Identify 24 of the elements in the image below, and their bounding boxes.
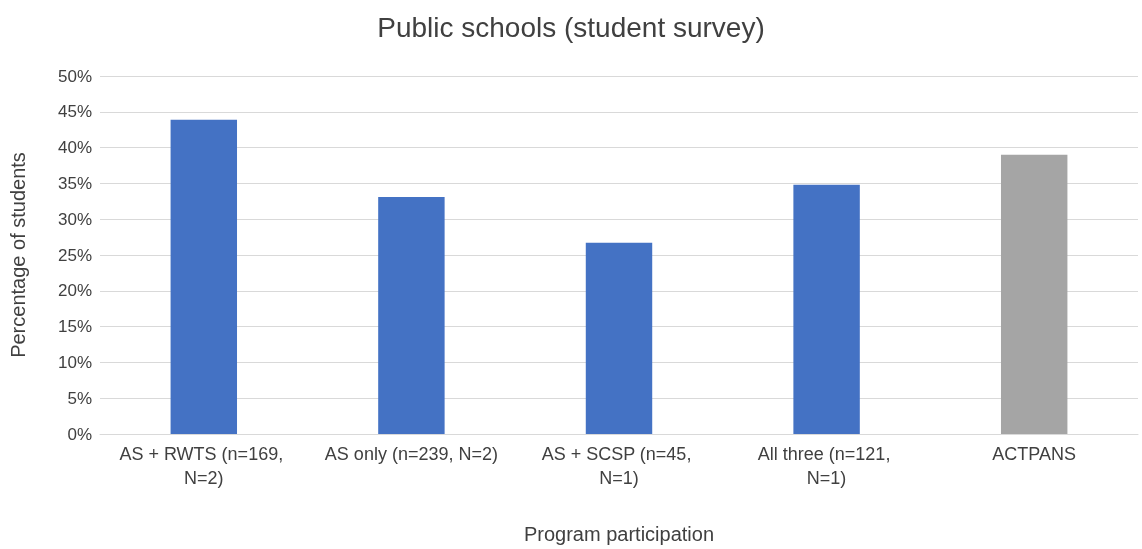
y-tick-label: 35% — [57, 173, 92, 193]
x-tick-label: AS + SCSP (n=45, N=1) — [541, 444, 697, 488]
y-tick-label: 20% — [57, 281, 92, 301]
x-tick-label: All three (n=121, N=1) — [757, 444, 896, 488]
y-tick-label: 30% — [57, 209, 92, 229]
bar — [1000, 154, 1068, 434]
y-tick-label: 45% — [57, 102, 92, 122]
x-axis-title: Program participation — [523, 523, 715, 545]
x-tick-label: AS + RWTS (n=169, N=2) — [119, 444, 289, 488]
bar — [378, 197, 445, 434]
bar — [585, 242, 653, 434]
y-tick-label: 25% — [57, 245, 92, 265]
bar — [793, 184, 860, 434]
y-tick-label: 50% — [57, 66, 92, 86]
y-tick-label: 0% — [67, 424, 92, 444]
chart-title: Public schools (student survey) — [377, 11, 765, 43]
y-tick-label: 5% — [67, 388, 92, 408]
x-tick-label: AS only (n=239, N=2) — [324, 444, 498, 464]
y-tick-label: 15% — [57, 317, 92, 337]
y-axis-title: Percentage of students — [7, 152, 29, 358]
x-tick-label: ACTPANS — [992, 444, 1077, 464]
y-tick-label: 40% — [57, 138, 92, 158]
bar — [170, 119, 238, 434]
y-tick-label: 10% — [57, 352, 92, 372]
